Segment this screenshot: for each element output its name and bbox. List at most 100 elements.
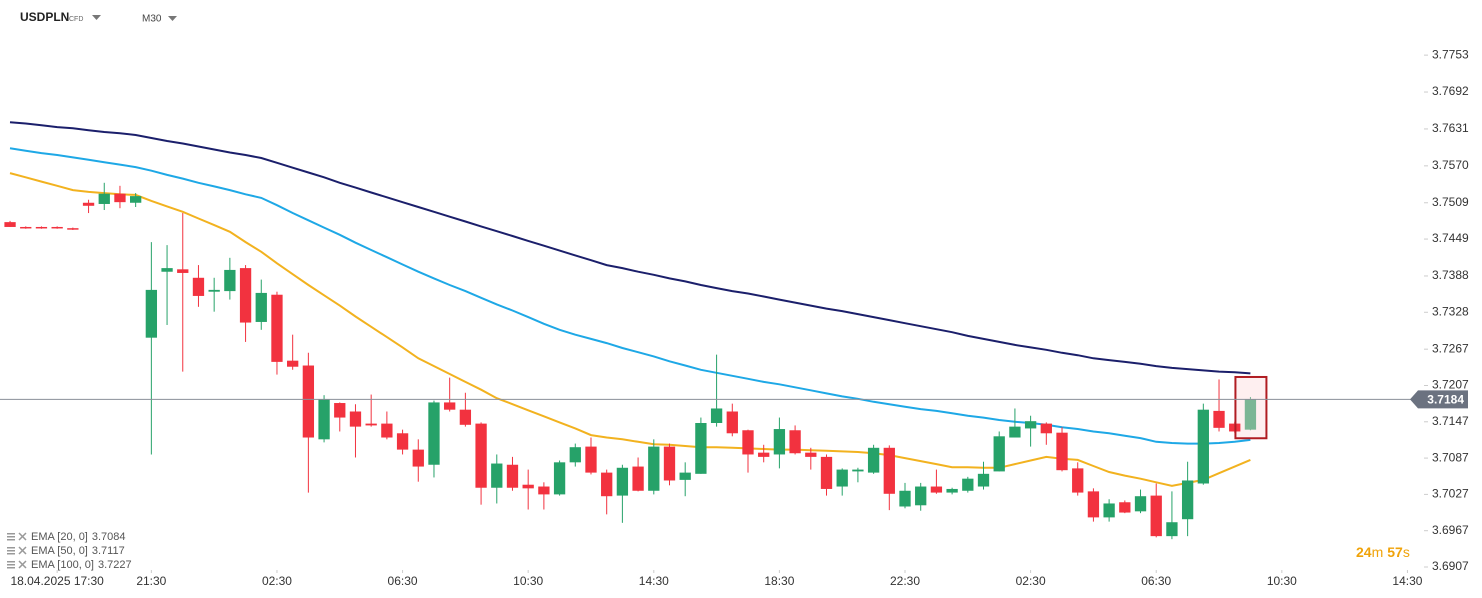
timeframe-dropdown[interactable] bbox=[168, 16, 177, 21]
candle-body bbox=[805, 452, 817, 457]
x-tick-label: 02:30 bbox=[262, 574, 292, 588]
candle-body bbox=[836, 469, 848, 487]
y-tick-label: 3.7388 bbox=[1432, 268, 1469, 282]
candle bbox=[35, 226, 48, 229]
candle-body bbox=[993, 436, 1005, 472]
candle bbox=[491, 454, 503, 504]
candle bbox=[255, 279, 267, 330]
candle bbox=[444, 377, 456, 412]
candle bbox=[962, 476, 974, 493]
candle-body bbox=[569, 447, 581, 463]
countdown: 24m 57s bbox=[1356, 544, 1410, 560]
candle-body bbox=[334, 403, 346, 418]
legend-name: EMA [100, 0] bbox=[31, 559, 94, 571]
symbol-dropdown[interactable] bbox=[92, 15, 101, 20]
legend-icon bbox=[7, 547, 15, 549]
candle-body bbox=[67, 228, 79, 230]
candle bbox=[177, 213, 189, 372]
candle-body bbox=[271, 294, 283, 362]
candle-body bbox=[1244, 399, 1257, 430]
candle-body bbox=[35, 226, 48, 229]
candle bbox=[1072, 462, 1084, 496]
timeframe[interactable]: M30 bbox=[142, 14, 162, 25]
candle-body bbox=[930, 486, 943, 493]
candle-body bbox=[208, 289, 220, 292]
candle bbox=[805, 447, 817, 470]
candle-body bbox=[726, 411, 738, 434]
candle-body bbox=[1197, 409, 1209, 484]
candle bbox=[1024, 415, 1037, 447]
legend-icon bbox=[7, 561, 15, 563]
candle bbox=[428, 400, 440, 478]
candle-body bbox=[553, 462, 566, 495]
legend-icon bbox=[7, 564, 15, 566]
candle bbox=[789, 425, 801, 455]
countdown-minutes: 24 bbox=[1356, 544, 1372, 560]
countdown-seconds: 57 bbox=[1387, 544, 1403, 560]
y-tick-label: 3.7087 bbox=[1432, 450, 1469, 464]
candle-body bbox=[773, 429, 786, 455]
candle-body bbox=[302, 365, 315, 438]
candle bbox=[1009, 408, 1021, 438]
y-tick-label: 3.7267 bbox=[1432, 341, 1469, 355]
candle bbox=[899, 482, 911, 509]
candle-body bbox=[632, 466, 644, 491]
x-tick-label: 18.04.2025 17:30 bbox=[10, 574, 104, 588]
candle-body bbox=[192, 277, 205, 296]
legend-icon bbox=[7, 533, 15, 535]
candle bbox=[318, 395, 330, 443]
candle bbox=[569, 443, 581, 467]
symbol[interactable]: USDPLN bbox=[20, 10, 69, 24]
candle bbox=[161, 245, 173, 325]
candle bbox=[695, 417, 707, 474]
candle-body bbox=[742, 430, 754, 455]
candle-body bbox=[318, 399, 330, 440]
highlight-box bbox=[1234, 375, 1268, 440]
candle bbox=[632, 457, 644, 492]
candle-body bbox=[1103, 503, 1115, 518]
y-tick-label: 3.6967 bbox=[1432, 523, 1469, 537]
candle bbox=[710, 354, 723, 427]
y-tick-label: 3.7147 bbox=[1432, 414, 1469, 428]
candle-body bbox=[616, 467, 629, 496]
candle bbox=[239, 265, 252, 342]
candle-body bbox=[1087, 491, 1100, 518]
candle bbox=[1166, 491, 1178, 540]
instrument-type: CFD bbox=[69, 16, 83, 23]
candle-body bbox=[1181, 480, 1194, 520]
candle bbox=[1244, 396, 1257, 431]
y-tick-label: 3.7631 bbox=[1432, 121, 1469, 135]
countdown-seconds-unit: s bbox=[1403, 544, 1410, 560]
candle-body bbox=[867, 447, 880, 473]
candle bbox=[1181, 461, 1194, 537]
candle-body bbox=[255, 292, 267, 322]
candle-body bbox=[1150, 495, 1162, 537]
candle bbox=[506, 456, 519, 491]
candle bbox=[585, 437, 597, 475]
candle-body bbox=[648, 446, 660, 491]
candle-body bbox=[475, 423, 487, 488]
candle-body bbox=[663, 446, 676, 481]
candle bbox=[4, 220, 16, 227]
y-tick-label: 3.7328 bbox=[1432, 304, 1469, 318]
y-tick-label: 3.7027 bbox=[1432, 487, 1469, 501]
candle bbox=[396, 429, 409, 455]
x-tick-label: 06:30 bbox=[388, 574, 418, 588]
candle-body bbox=[161, 268, 173, 272]
y-tick-label: 3.7570 bbox=[1432, 158, 1469, 172]
y-tick-label: 3.7509 bbox=[1432, 195, 1469, 209]
y-tick-label: 3.7753 bbox=[1432, 47, 1469, 61]
candle bbox=[1040, 422, 1052, 445]
candle bbox=[224, 257, 236, 300]
candle-body bbox=[224, 269, 236, 292]
candle bbox=[915, 482, 927, 511]
candle bbox=[381, 411, 393, 440]
candle-body bbox=[1040, 423, 1052, 434]
x-tick-label: 21:30 bbox=[136, 574, 166, 588]
x-tick-label: 02:30 bbox=[1016, 574, 1046, 588]
legend-name: EMA [20, 0] bbox=[31, 531, 88, 543]
candle bbox=[82, 199, 95, 214]
candle-body bbox=[789, 430, 801, 454]
candle bbox=[192, 265, 205, 307]
